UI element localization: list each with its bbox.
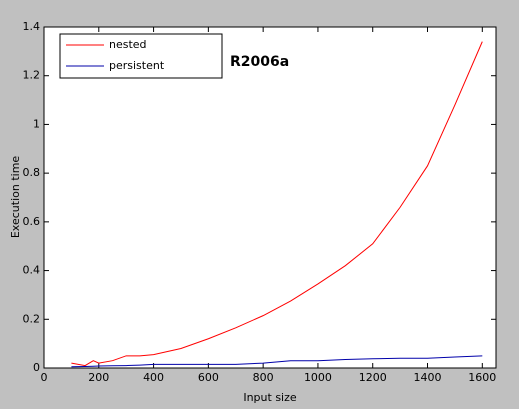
series-line [71, 355, 483, 368]
annotation: R2006a [230, 54, 289, 70]
x-tick-label: 1000 [304, 371, 332, 384]
legend-box [59, 33, 223, 79]
y-tick-label: 1.2 [23, 69, 41, 82]
x-tick-label: 1600 [468, 371, 496, 384]
x-tick-label: 1400 [414, 371, 442, 384]
y-tick-label: 0 [33, 361, 40, 374]
x-tick-label: 200 [88, 371, 109, 384]
x-axis-label: Input size [243, 391, 297, 404]
series-line [71, 41, 483, 367]
x-tick-label: 1200 [359, 371, 387, 384]
x-tick-label: 600 [198, 371, 219, 384]
y-tick-label: 0.4 [23, 264, 41, 277]
x-tick-label: 800 [253, 371, 274, 384]
y-tick-label: 1 [33, 117, 40, 130]
y-tick-label: 1.4 [23, 20, 41, 33]
y-tick-label: 0.8 [23, 166, 41, 179]
x-tick-label: 400 [143, 371, 164, 384]
legend-label: nested [109, 38, 147, 51]
legend-label: persistent [109, 59, 165, 72]
x-tick-label: 0 [41, 371, 48, 384]
plot-area [43, 26, 497, 369]
y-axis-label: Execution time [9, 156, 22, 239]
y-tick-label: 0.2 [23, 312, 41, 325]
y-tick-label: 0.6 [23, 215, 41, 228]
